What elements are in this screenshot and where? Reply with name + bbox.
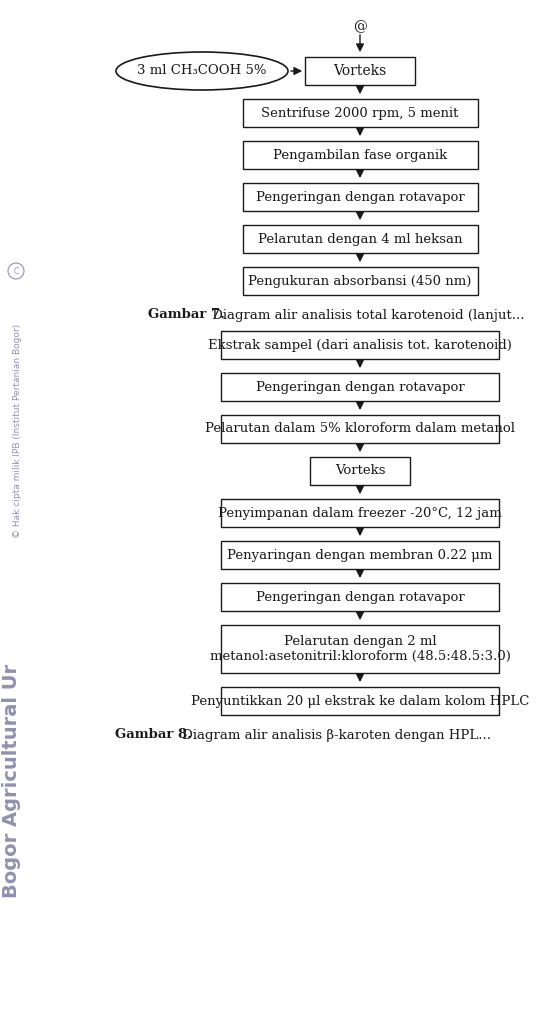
FancyBboxPatch shape	[221, 625, 499, 673]
Text: Vorteks: Vorteks	[333, 64, 386, 78]
Text: Pengeringan dengan rotavapor: Pengeringan dengan rotavapor	[256, 191, 464, 203]
FancyBboxPatch shape	[305, 57, 415, 85]
Text: Pengeringan dengan rotavapor: Pengeringan dengan rotavapor	[256, 380, 464, 394]
FancyBboxPatch shape	[242, 182, 478, 211]
FancyBboxPatch shape	[221, 541, 499, 569]
Text: Penyuntikkan 20 μl ekstrak ke dalam kolom HPLC: Penyuntikkan 20 μl ekstrak ke dalam kolo…	[191, 695, 529, 707]
Text: 3 ml CH₃COOH 5%: 3 ml CH₃COOH 5%	[137, 65, 267, 77]
Text: Bogor Agricultural Ur: Bogor Agricultural Ur	[3, 664, 22, 898]
Text: Pelarutan dengan 2 ml
metanol:asetonitril:kloroform (48.5:48.5:3.0): Pelarutan dengan 2 ml metanol:asetonitri…	[210, 635, 511, 663]
Text: Pengeringan dengan rotavapor: Pengeringan dengan rotavapor	[256, 591, 464, 603]
Text: Penyaringan dengan membran 0.22 μm: Penyaringan dengan membran 0.22 μm	[227, 548, 493, 562]
FancyBboxPatch shape	[221, 687, 499, 716]
Text: @: @	[353, 19, 367, 33]
FancyBboxPatch shape	[221, 373, 499, 401]
FancyBboxPatch shape	[242, 225, 478, 253]
FancyBboxPatch shape	[242, 267, 478, 295]
Text: Penyimpanan dalam freezer -20°C, 12 jam: Penyimpanan dalam freezer -20°C, 12 jam	[218, 506, 502, 520]
FancyBboxPatch shape	[221, 331, 499, 359]
Text: Diagram alir analisis β-karoten dengan HPL...: Diagram alir analisis β-karoten dengan H…	[178, 729, 491, 741]
Text: Gambar 8.: Gambar 8.	[115, 729, 192, 741]
FancyBboxPatch shape	[242, 99, 478, 127]
FancyBboxPatch shape	[242, 141, 478, 169]
Text: © Hak cipta milik IPB (Institut Pertanian Bogor): © Hak cipta milik IPB (Institut Pertania…	[14, 324, 23, 538]
Text: Gambar 7.: Gambar 7.	[148, 308, 225, 322]
Ellipse shape	[116, 52, 288, 90]
Text: Pengukuran absorbansi (450 nm): Pengukuran absorbansi (450 nm)	[248, 274, 472, 288]
Text: Sentrifuse 2000 rpm, 5 menit: Sentrifuse 2000 rpm, 5 menit	[261, 106, 459, 120]
FancyBboxPatch shape	[310, 457, 410, 485]
FancyBboxPatch shape	[221, 415, 499, 443]
Text: Pelarutan dalam 5% kloroform dalam metanol: Pelarutan dalam 5% kloroform dalam metan…	[205, 423, 515, 435]
Text: Pelarutan dengan 4 ml heksan: Pelarutan dengan 4 ml heksan	[258, 233, 462, 245]
FancyBboxPatch shape	[221, 583, 499, 611]
Text: Ekstrak sampel (dari analisis tot. karotenoid): Ekstrak sampel (dari analisis tot. karot…	[208, 338, 512, 352]
Text: Vorteks: Vorteks	[335, 465, 385, 477]
FancyBboxPatch shape	[221, 499, 499, 527]
Text: Pengambilan fase organik: Pengambilan fase organik	[273, 148, 447, 162]
Text: C: C	[14, 266, 18, 275]
Text: Diagram alir analisis total karotenoid (lanjut...: Diagram alir analisis total karotenoid (…	[208, 308, 525, 322]
